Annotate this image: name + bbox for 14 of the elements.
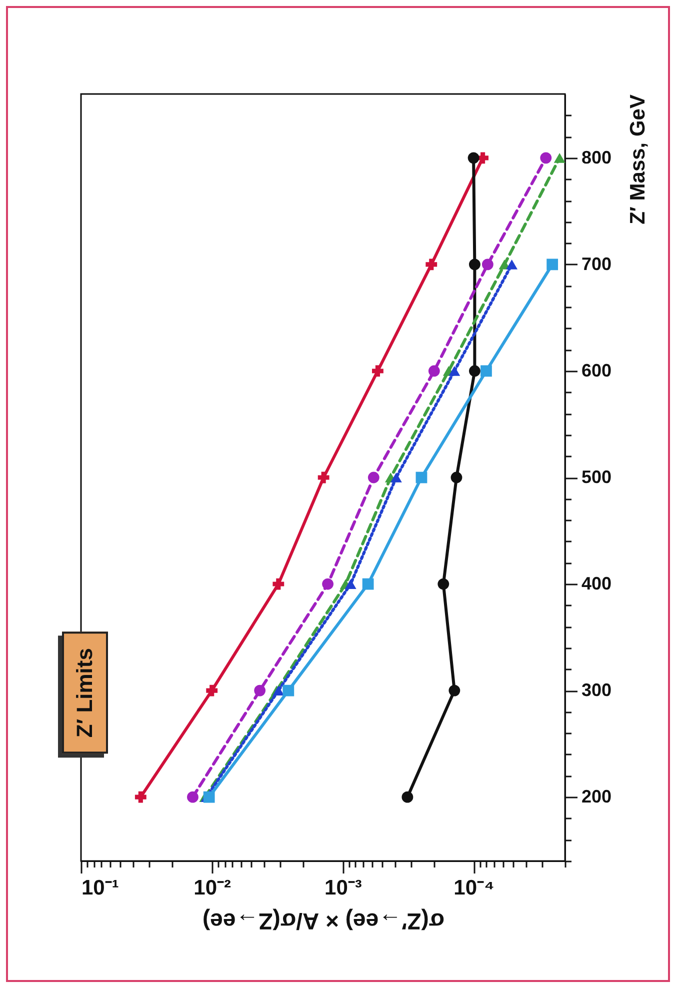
y-tick-label: 800 xyxy=(582,147,612,168)
x-tick-label: 10⁻³ xyxy=(324,876,362,900)
y-tick-label: 300 xyxy=(582,680,612,700)
y-tick-label: 700 xyxy=(582,254,612,274)
x-tick-label: 10⁻¹ xyxy=(82,876,119,900)
y-tick-label: 200 xyxy=(582,786,612,807)
x-tick-label: 10⁻² xyxy=(194,876,232,900)
y-tick-label: 400 xyxy=(582,574,612,594)
y-tick-label: 600 xyxy=(582,360,612,380)
x-tick-label: 10⁻⁴ xyxy=(454,876,494,900)
y-axis-title: Z′ Mass, GeV xyxy=(626,94,650,224)
y-tick-label: 500 xyxy=(582,467,612,487)
x-axis-title: σ(Z′→ee) × A/σ(Z→ee) xyxy=(202,908,445,934)
text: Z′ Limits xyxy=(62,632,108,754)
